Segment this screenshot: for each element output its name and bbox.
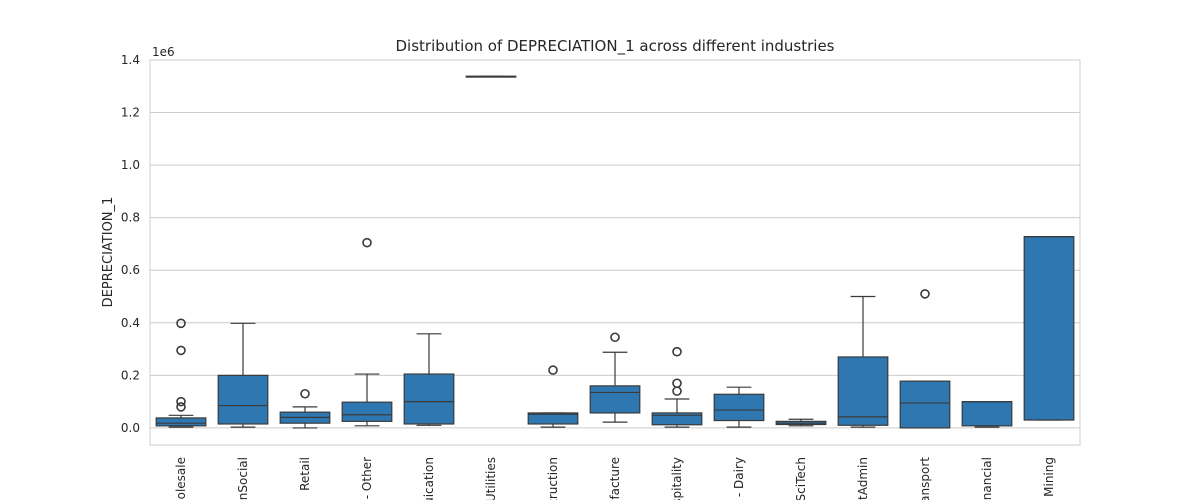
x-tick-label: ansport bbox=[918, 457, 932, 500]
x-tick-label: tAdmin bbox=[856, 457, 870, 500]
y-tick-label: 0.6 bbox=[121, 263, 140, 277]
box-15 bbox=[1023, 236, 1075, 421]
x-axis-ticks: olesale nSocial Retail - Other uication Utili… bbox=[174, 457, 1056, 500]
outlier-point bbox=[920, 289, 930, 299]
x-tick-label: spitality bbox=[670, 457, 684, 500]
box-body bbox=[217, 374, 269, 425]
outlier-point bbox=[610, 332, 620, 343]
box-body bbox=[589, 385, 641, 414]
box-7 bbox=[527, 365, 579, 428]
box-4 bbox=[341, 237, 393, 427]
box-body bbox=[837, 356, 889, 426]
y-tick-label: 1.2 bbox=[121, 106, 140, 120]
outlier-point bbox=[362, 237, 372, 248]
box-body bbox=[527, 412, 579, 425]
box-5 bbox=[403, 333, 455, 426]
x-tick-label: truction bbox=[546, 457, 560, 500]
box-3 bbox=[279, 388, 331, 429]
outlier-point bbox=[548, 365, 558, 375]
y-tick-label: 0.8 bbox=[121, 211, 140, 225]
box-body bbox=[651, 412, 703, 426]
x-tick-label: - Dairy bbox=[732, 457, 746, 497]
y-axis-title: DEPRECIATION_1 bbox=[101, 197, 116, 308]
y-axis-ticks: 0.0 0.2 0.4 0.6 0.8 1.0 1.2 1.4 bbox=[121, 53, 140, 435]
outlier-point bbox=[176, 345, 186, 356]
y-tick-label: 1.4 bbox=[121, 53, 140, 67]
outlier-point bbox=[672, 378, 682, 389]
box-2 bbox=[217, 322, 269, 428]
x-tick-label: Mining bbox=[1042, 457, 1056, 497]
box-11 bbox=[775, 418, 827, 427]
box-8 bbox=[589, 332, 641, 423]
x-tick-label: facture bbox=[608, 457, 622, 500]
x-tick-label: nSocial bbox=[236, 457, 250, 500]
plot-frame bbox=[149, 59, 1081, 446]
box-body bbox=[341, 401, 393, 422]
box-6 bbox=[465, 75, 517, 78]
box-10 bbox=[713, 386, 765, 428]
x-tick-label: SciTech bbox=[794, 457, 808, 500]
x-tick-label: uication bbox=[422, 457, 436, 500]
box-12 bbox=[837, 295, 889, 428]
outlier-point bbox=[176, 318, 186, 329]
x-tick-label: Retail bbox=[298, 457, 312, 491]
x-tick-label: - Other bbox=[360, 457, 374, 499]
outlier-point bbox=[672, 346, 682, 357]
box-1 bbox=[155, 318, 207, 428]
box-13 bbox=[899, 289, 951, 429]
box-body bbox=[1023, 236, 1075, 421]
outlier-point bbox=[300, 388, 310, 399]
box-series bbox=[155, 75, 1075, 429]
x-tick-label: Utilities bbox=[484, 457, 498, 500]
box-body bbox=[403, 373, 455, 425]
y-axis-scale-label: 1e6 bbox=[152, 45, 175, 59]
box-9 bbox=[651, 346, 703, 428]
box-body bbox=[961, 401, 1013, 427]
x-tick-label: nancial bbox=[980, 457, 994, 500]
box-body bbox=[155, 417, 207, 427]
y-tick-label: 0.2 bbox=[121, 368, 140, 382]
y-tick-label: 0.0 bbox=[121, 421, 140, 435]
box-body bbox=[713, 393, 765, 422]
box-body bbox=[899, 380, 951, 429]
y-tick-label: 0.4 bbox=[121, 316, 140, 330]
y-tick-label: 1.0 bbox=[121, 158, 140, 172]
outlier-point bbox=[176, 402, 186, 412]
chart-title: Distribution of DEPRECIATION_1 across di… bbox=[396, 37, 835, 56]
box-14 bbox=[961, 401, 1013, 428]
outlier-point bbox=[176, 396, 186, 407]
x-tick-label: olesale bbox=[174, 457, 188, 499]
